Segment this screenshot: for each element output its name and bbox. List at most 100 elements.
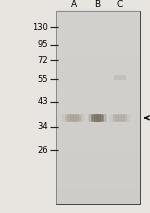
Bar bbox=[118, 114, 119, 122]
Text: 95: 95 bbox=[38, 40, 48, 49]
Bar bbox=[77, 114, 78, 122]
Bar bbox=[66, 115, 81, 121]
Bar bbox=[100, 114, 101, 122]
Text: C: C bbox=[117, 0, 123, 9]
Bar bbox=[75, 114, 76, 122]
Text: 34: 34 bbox=[37, 122, 48, 131]
Text: 72: 72 bbox=[37, 56, 48, 65]
Bar bbox=[73, 114, 74, 122]
Bar bbox=[62, 114, 64, 122]
Bar bbox=[110, 114, 111, 122]
Bar bbox=[116, 114, 117, 122]
Bar bbox=[123, 114, 124, 122]
Bar bbox=[113, 114, 114, 122]
Bar bbox=[79, 114, 80, 122]
Bar bbox=[129, 114, 130, 122]
Bar bbox=[95, 114, 96, 122]
Bar bbox=[118, 114, 119, 122]
Bar bbox=[119, 114, 120, 122]
Bar bbox=[84, 114, 85, 122]
Bar bbox=[90, 114, 91, 122]
Bar bbox=[92, 114, 93, 122]
Bar bbox=[105, 114, 106, 122]
Bar bbox=[94, 114, 95, 122]
Bar bbox=[70, 114, 71, 122]
Bar bbox=[105, 114, 106, 122]
Bar bbox=[102, 114, 103, 122]
Bar bbox=[69, 114, 70, 122]
Bar bbox=[76, 114, 77, 122]
Bar bbox=[110, 114, 111, 122]
Bar bbox=[115, 114, 116, 122]
Bar bbox=[120, 114, 121, 122]
Bar bbox=[130, 114, 131, 122]
Text: 55: 55 bbox=[38, 75, 48, 84]
Text: B: B bbox=[94, 0, 100, 9]
Bar bbox=[109, 114, 110, 122]
Bar bbox=[65, 114, 66, 122]
Bar bbox=[111, 114, 112, 122]
Text: 43: 43 bbox=[37, 97, 48, 106]
Bar bbox=[91, 115, 104, 121]
Bar bbox=[64, 114, 65, 122]
Bar bbox=[72, 114, 73, 122]
Bar bbox=[63, 114, 64, 122]
Bar bbox=[123, 114, 124, 122]
Bar bbox=[75, 114, 76, 122]
Bar bbox=[99, 114, 100, 122]
Bar bbox=[124, 114, 125, 122]
Bar bbox=[83, 114, 84, 122]
Bar bbox=[68, 114, 69, 122]
Bar bbox=[122, 114, 123, 122]
Bar bbox=[82, 114, 83, 122]
Bar bbox=[97, 114, 98, 122]
Bar bbox=[103, 114, 104, 122]
Text: A: A bbox=[70, 0, 76, 9]
Bar bbox=[73, 114, 74, 122]
Bar bbox=[81, 114, 82, 122]
Bar bbox=[78, 114, 80, 122]
Bar bbox=[100, 114, 101, 122]
Bar bbox=[92, 114, 93, 122]
Bar bbox=[113, 114, 114, 122]
Bar bbox=[102, 114, 103, 122]
Bar bbox=[114, 75, 126, 80]
Bar bbox=[112, 114, 113, 122]
Bar bbox=[103, 114, 104, 122]
Bar bbox=[71, 114, 72, 122]
Bar bbox=[121, 114, 122, 122]
Bar bbox=[121, 114, 122, 122]
Bar bbox=[98, 114, 99, 122]
Bar bbox=[56, 11, 140, 204]
Bar bbox=[128, 114, 129, 122]
Bar bbox=[126, 114, 127, 122]
Bar bbox=[67, 114, 68, 122]
Bar bbox=[89, 114, 90, 122]
Bar bbox=[70, 114, 72, 122]
Bar bbox=[127, 114, 128, 122]
Bar bbox=[116, 114, 117, 122]
Bar bbox=[78, 114, 79, 122]
Bar bbox=[88, 114, 89, 122]
Bar bbox=[96, 114, 97, 122]
Bar bbox=[104, 114, 105, 122]
Bar bbox=[129, 114, 130, 122]
Text: 130: 130 bbox=[32, 23, 48, 32]
Text: 26: 26 bbox=[37, 146, 48, 155]
Bar bbox=[65, 114, 66, 122]
Bar bbox=[101, 114, 102, 122]
Bar bbox=[114, 114, 115, 122]
Bar bbox=[89, 114, 90, 122]
Bar bbox=[113, 115, 127, 121]
Bar bbox=[125, 114, 126, 122]
Bar bbox=[106, 114, 107, 122]
Bar bbox=[91, 114, 92, 122]
Bar bbox=[117, 114, 118, 122]
Bar bbox=[68, 114, 69, 122]
Bar bbox=[91, 114, 92, 122]
Bar bbox=[126, 114, 127, 122]
Bar bbox=[97, 114, 98, 122]
Bar bbox=[80, 114, 81, 122]
Bar bbox=[66, 114, 67, 122]
Bar bbox=[93, 114, 94, 122]
